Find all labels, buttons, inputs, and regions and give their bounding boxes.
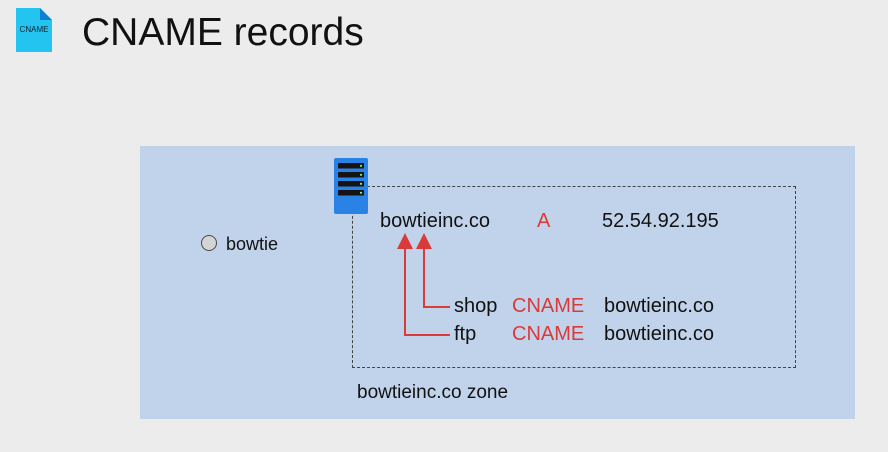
project-label: bowtie <box>226 234 279 254</box>
server-icon <box>334 158 368 214</box>
ftp-record-name: ftp <box>454 323 477 345</box>
ftp-record-type: CNAME <box>512 323 585 345</box>
project-panel <box>140 146 855 419</box>
dns-zone-box <box>352 186 796 368</box>
shop-record-type: CNAME <box>512 295 585 317</box>
a-record-name: bowtieinc.co <box>380 210 491 232</box>
shop-record-value: bowtieinc.co <box>604 295 715 317</box>
project-dot-icon <box>201 235 217 251</box>
page-title: CNAME records <box>82 11 364 54</box>
cname-file-icon-label: CNAME <box>20 25 49 34</box>
a-record-type: A <box>537 210 551 232</box>
cname-file-icon: CNAME <box>16 8 52 52</box>
shop-record-name: shop <box>454 295 498 317</box>
a-record-value: 52.54.92.195 <box>602 210 719 232</box>
zone-label: bowtieinc.co zone <box>357 382 509 403</box>
ftp-record-value: bowtieinc.co <box>604 323 715 345</box>
